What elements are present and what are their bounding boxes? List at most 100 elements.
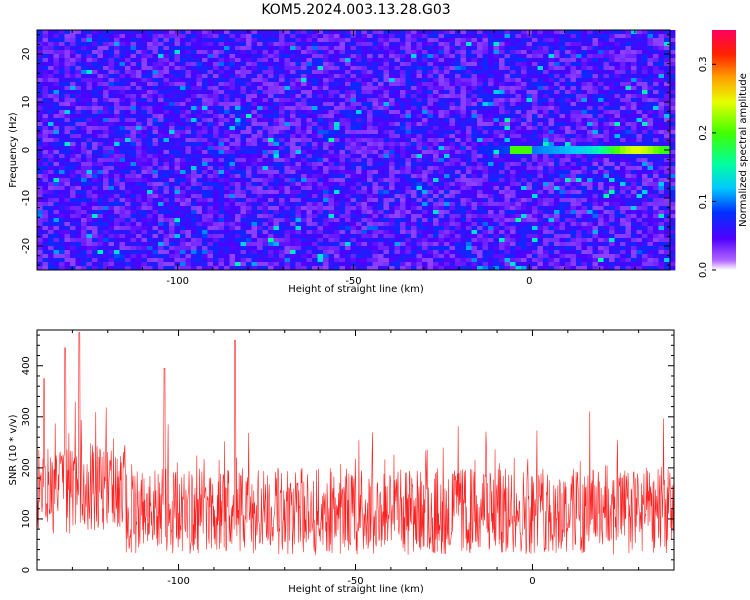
heatmap-cell [438,94,445,99]
heatmap-cell [152,30,159,35]
heatmap-cell [367,62,373,67]
heatmap-cell [196,114,203,119]
heatmap-cell [37,34,43,39]
heatmap-cell [202,86,208,91]
heatmap-cell [532,118,538,123]
heatmap-cell [191,106,197,111]
heatmap-cell [631,46,637,51]
heatmap-cell [642,78,648,83]
heatmap-cell [202,174,208,179]
heatmap-cell [411,146,417,151]
heatmap-cell [207,166,214,171]
heatmap-cell [515,158,522,163]
heatmap-cell [136,82,142,87]
heatmap-cell [620,130,626,135]
heatmap-cell [488,50,494,55]
heatmap-cell [510,66,516,71]
heatmap-cell [262,198,269,203]
heatmap-cell [466,34,472,39]
heatmap-cell [411,186,417,191]
heatmap-cell [471,126,478,131]
heatmap-cell [108,142,115,147]
heatmap-cell [53,158,60,163]
heatmap-cell [213,166,219,171]
heatmap-cell [48,46,54,51]
heatmap-cell [345,94,351,99]
heatmap-cell [488,142,494,147]
heatmap-cell [130,190,137,195]
heatmap-cell [81,74,87,79]
heatmap-cell [235,186,241,191]
heatmap-cell [273,46,280,51]
heatmap-cell [290,42,296,47]
heatmap-cell [356,50,362,55]
heatmap-cell [130,114,137,119]
heatmap-cell [504,142,511,147]
heatmap-cell [328,38,335,43]
heatmap-cell [653,122,659,127]
heatmap-cell [119,174,126,179]
heatmap-cell [367,34,373,39]
heatmap-cell [664,138,670,143]
heatmap-cell [284,194,291,199]
heatmap-cell [290,134,296,139]
heatmap-cell [306,138,313,143]
heatmap-cell [42,58,49,63]
heatmap-cell [559,58,566,63]
heatmap-cell [383,122,390,127]
heatmap-cell [108,74,115,79]
heatmap-cell [224,178,230,183]
heatmap-cell [229,102,236,107]
heatmap-cell [603,138,610,143]
heatmap-cell [229,162,236,167]
heatmap-cell [108,30,115,35]
heatmap-cell [246,98,252,103]
heatmap-cell [42,98,49,103]
heatmap-cell [130,106,137,111]
heatmap-cell [625,174,632,179]
heatmap-cell [114,146,120,151]
heatmap-cell [169,162,175,167]
heatmap-cell [532,138,538,143]
heatmap-cell [647,122,654,127]
heatmap-cell [196,122,203,127]
heatmap-cell [411,178,417,183]
heatmap-cell [653,118,659,123]
heatmap-cell [444,54,450,59]
heatmap-cell [620,54,626,59]
heatmap-cell [218,34,225,39]
heatmap-cell [169,114,175,119]
heatmap-cell [449,90,456,95]
heatmap-cell [394,74,401,79]
heatmap-cell [323,50,329,55]
heatmap-cell [504,106,511,111]
heatmap-cell [284,82,291,87]
heatmap-cell [598,74,604,79]
heatmap-cell [548,186,555,191]
heatmap-cell [273,194,280,199]
heatmap-cell [251,130,258,135]
heatmap-cell [372,86,379,91]
heatmap-cell [180,122,186,127]
heatmap-cell [460,138,467,143]
heatmap-cell [207,194,214,199]
heatmap-cell [136,146,142,151]
heatmap-cell [653,30,659,35]
heatmap-cell [554,182,560,187]
heatmap-cell [312,194,318,199]
heatmap-cell [108,162,115,167]
heatmap-cell [532,98,538,103]
heatmap-cell [515,70,522,75]
heatmap-cell [642,82,648,87]
heatmap-cell [295,178,302,183]
heatmap-cell [235,114,241,119]
heatmap-cell [235,66,241,71]
heatmap-cell [411,142,417,147]
heatmap-cell [537,70,544,75]
heatmap-cell [455,122,461,127]
heatmap-cell [543,42,549,47]
heatmap-cell [312,62,318,67]
heatmap-cell [416,118,423,123]
heatmap-cell [411,162,417,167]
heatmap-cell [328,78,335,83]
